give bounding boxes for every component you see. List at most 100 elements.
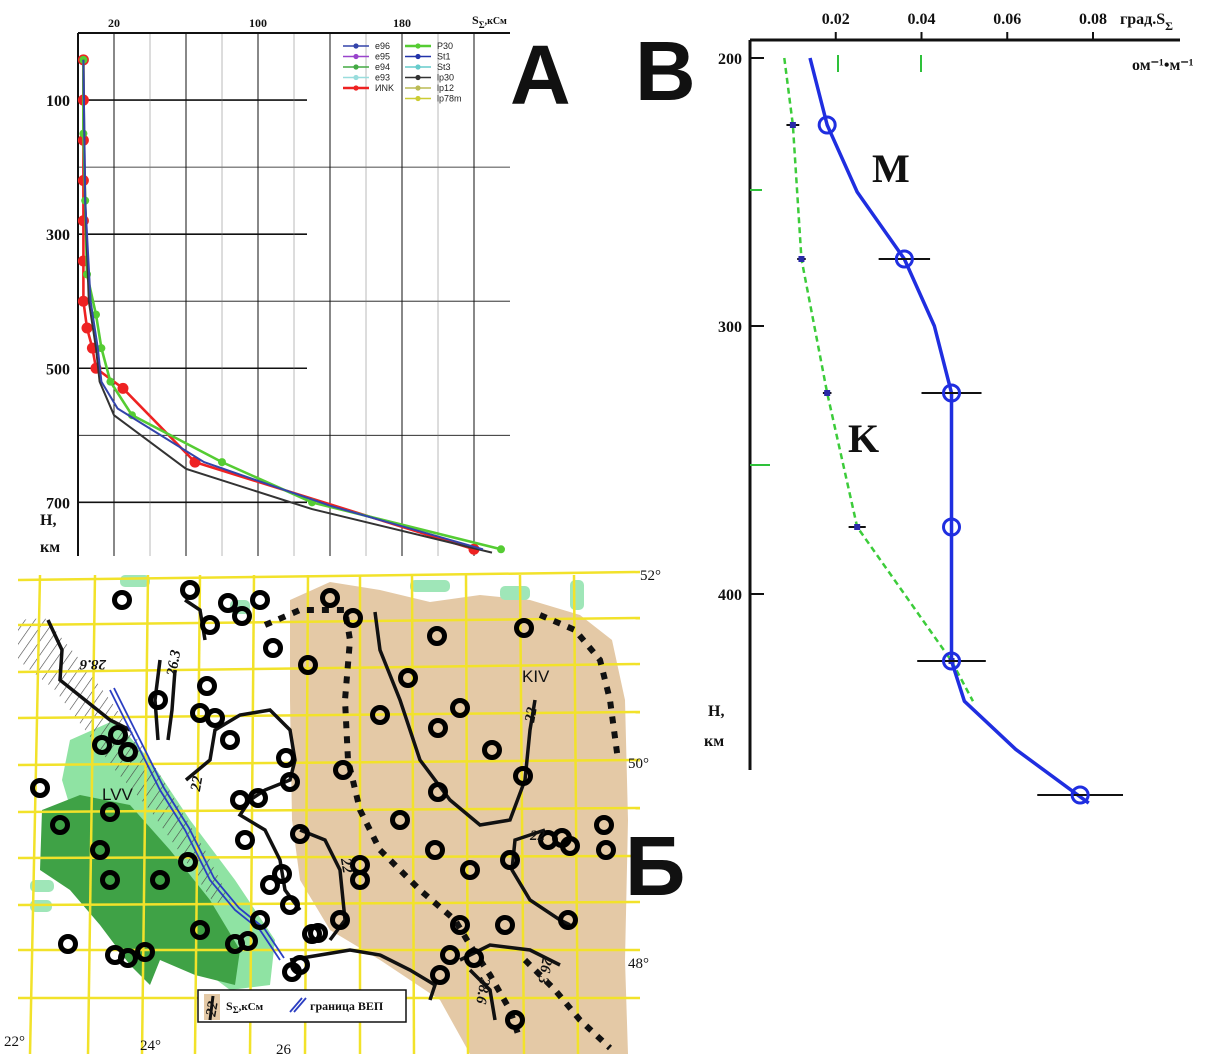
map-point [100,870,120,890]
panel-a-legend-marker [415,95,421,102]
panel-c-x-tick-labels: 0.02 0.04 0.06 0.08 [822,11,1107,40]
map-grid-line [17,806,641,814]
panel-c-label: B [635,24,696,118]
map-point [330,910,350,930]
panel-a-legend-marker [415,43,421,49]
map-point [50,815,70,835]
lon-label-22: 22° [4,1034,25,1050]
map-grid-line [17,854,641,860]
panel-a-legend-marker [415,74,421,81]
panel-a-legend-label: e96 [375,41,390,51]
panel-a-x-tick: 20 [108,16,120,30]
panel-c-series-k-point [824,390,831,396]
map-point [464,948,484,968]
isoline-label-28-6-a: 28.6 [79,656,107,672]
panel-a-legend-marker [353,43,359,49]
map-point [250,910,270,930]
map-point [390,810,410,830]
map-point [112,590,132,610]
panel-a-legend-marker [353,85,359,91]
isoline-label-22-c: 22 [529,828,546,844]
map-point [343,608,363,628]
map-grid-line [17,710,641,720]
panel-a-x-tick-labels: 20 100 180 [108,16,411,30]
map-point [280,772,300,792]
map-point [440,945,460,965]
map-point [428,718,448,738]
panel-a-legend-label: St1 [437,52,451,62]
map-region-label-lvv: LVV [102,785,134,804]
panel-c-series-m-point [942,651,962,671]
map-point [263,638,283,658]
panel-c-series-k-point [789,122,796,128]
map-point [235,830,255,850]
map-point [232,606,252,626]
map-point [250,590,270,610]
panel-c-series-k-point [854,524,861,530]
panel-a-legend-label: lp12 [437,83,454,93]
map-point [58,934,78,954]
map-point [482,740,502,760]
map-point [495,915,515,935]
panel-c-series-m-point [1070,785,1090,805]
map-grid-line [193,574,202,1054]
panel-c-x-axis-label: град.SΣ [1120,11,1173,33]
map-point [180,580,200,600]
panel-a-y-axis-unit: км [40,539,60,556]
panel-c-y-tick: 400 [718,587,742,604]
panel-c-y-tick: 300 [718,319,742,336]
map-point [370,705,390,725]
map-point [513,766,533,786]
panel-a-legend-marker [353,53,359,60]
map-point [135,942,155,962]
panel-c-x-tick: 0.02 [822,11,850,28]
map-point [430,965,450,985]
panel-c-x-tick: 0.08 [1079,11,1107,28]
panel-a-y-axis-label: H, [40,512,56,529]
map-point [425,840,445,860]
panel-c-series-m-point [942,517,962,537]
panel-c-y-axis-label: H, [708,703,724,720]
lon-label-26: 26 [276,1042,292,1054]
map-point [148,690,168,710]
panel-a-legend-marker [415,64,421,70]
map-point [505,1010,525,1030]
map-legend-symbol-label: 22 [203,1000,222,1019]
panel-a-x-axis-label: SΣ,кСм [472,13,507,30]
lat-label-50: 50° [628,756,649,772]
panel-c-x-tick: 0.06 [993,11,1021,28]
map-region-label-kiv: KIV [522,667,550,686]
map-point [333,760,353,780]
map-point [427,626,447,646]
panel-a-y-tick-labels: 100 300 500 700 [46,93,70,512]
panel-a-series-point [218,458,226,467]
map-point [290,955,310,975]
panel-a-legend-label: e93 [375,73,390,83]
map-tan-region [290,582,628,1054]
isoline-label-26-3-b: 26.3 [534,955,555,985]
map-point [90,840,110,860]
map-point [178,852,198,872]
panel-a-series [77,54,505,555]
panel-a-legend-marker [415,85,421,91]
map-grid-line [572,574,580,1054]
panel-a-series-line [82,59,484,551]
panel-c-y-tick: 200 [718,51,742,68]
panel-c-series-k-point [798,256,805,262]
map-point [105,945,125,965]
panel-b-map: KIV LVV 28.6 26.3 22 22 22 22 28.6 26.3 … [4,568,685,1054]
map-point [280,895,300,915]
panel-c-series-m-point [942,383,962,403]
panel-a-y-tick: 700 [46,495,70,512]
panel-a-y-tick: 100 [46,93,70,110]
map-point [298,655,318,675]
map-grid-line [518,574,526,1054]
map-point [100,802,120,822]
map-point [308,923,328,943]
map-legend: 22 SΣ,кСм граница ВЕП [197,989,407,1023]
lat-label-52: 52° [640,568,661,584]
panel-a-series-point [117,382,129,394]
map-point [514,618,534,638]
map-point [350,855,370,875]
